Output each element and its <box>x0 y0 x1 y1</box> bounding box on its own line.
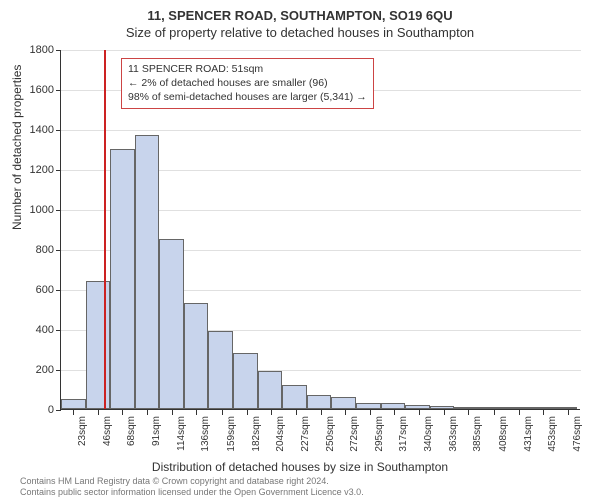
xtick-mark <box>345 410 346 415</box>
histogram-bar <box>331 397 356 409</box>
histogram-bar <box>282 385 307 409</box>
histogram-bar <box>307 395 332 409</box>
property-marker-line <box>104 50 106 409</box>
ytick-mark <box>56 370 61 371</box>
ytick-label: 1200 <box>14 164 54 176</box>
histogram-bar <box>135 135 160 409</box>
ytick-label: 1000 <box>14 204 54 216</box>
xtick-label: 431sqm <box>523 416 534 452</box>
ytick-mark <box>56 330 61 331</box>
footer-line-1: Contains HM Land Registry data © Crown c… <box>20 476 364 487</box>
xtick-mark <box>568 410 569 415</box>
gridline <box>61 50 581 51</box>
xtick-mark <box>543 410 544 415</box>
x-axis-label: Distribution of detached houses by size … <box>0 460 600 474</box>
histogram-bar <box>528 407 553 409</box>
xtick-mark <box>222 410 223 415</box>
xtick-label: 182sqm <box>251 416 262 452</box>
xtick-label: 227sqm <box>300 416 311 452</box>
xtick-label: 295sqm <box>374 416 385 452</box>
xtick-mark <box>196 410 197 415</box>
xtick-label: 46sqm <box>102 416 113 446</box>
gridline <box>61 130 581 131</box>
xtick-mark <box>98 410 99 415</box>
xtick-mark <box>296 410 297 415</box>
histogram-bar <box>430 406 455 409</box>
histogram-bar <box>454 407 479 409</box>
xtick-mark <box>444 410 445 415</box>
histogram-bar <box>184 303 209 409</box>
ytick-label: 1400 <box>14 124 54 136</box>
xtick-label: 363sqm <box>448 416 459 452</box>
chart-title-main: 11, SPENCER ROAD, SOUTHAMPTON, SO19 6QU <box>0 0 600 23</box>
xtick-mark <box>172 410 173 415</box>
ytick-label: 1600 <box>14 84 54 96</box>
chart-title-sub: Size of property relative to detached ho… <box>0 23 600 40</box>
xtick-mark <box>394 410 395 415</box>
xtick-label: 476sqm <box>572 416 583 452</box>
xtick-label: 408sqm <box>498 416 509 452</box>
histogram-bar <box>356 403 381 409</box>
footer-line-2: Contains public sector information licen… <box>20 487 364 498</box>
xtick-label: 272sqm <box>349 416 360 452</box>
xtick-label: 317sqm <box>398 416 409 452</box>
info-box-line: ← 2% of detached houses are smaller (96) <box>128 76 367 90</box>
xtick-label: 91sqm <box>151 416 162 446</box>
histogram-bar <box>381 403 406 409</box>
plot-area: 02004006008001000120014001600180023sqm46… <box>60 50 580 410</box>
xtick-mark <box>147 410 148 415</box>
xtick-mark <box>419 410 420 415</box>
xtick-mark <box>271 410 272 415</box>
xtick-mark <box>494 410 495 415</box>
ytick-label: 200 <box>14 364 54 376</box>
footer-attribution: Contains HM Land Registry data © Crown c… <box>20 476 364 498</box>
info-box-line: 98% of semi-detached houses are larger (… <box>128 90 367 104</box>
xtick-mark <box>519 410 520 415</box>
histogram-bar <box>233 353 258 409</box>
info-box-line: 11 SPENCER ROAD: 51sqm <box>128 62 367 76</box>
ytick-mark <box>56 170 61 171</box>
histogram-bar <box>159 239 184 409</box>
xtick-label: 114sqm <box>176 416 187 451</box>
xtick-label: 23sqm <box>77 416 88 446</box>
property-info-box: 11 SPENCER ROAD: 51sqm← 2% of detached h… <box>121 58 374 109</box>
xtick-mark <box>73 410 74 415</box>
xtick-mark <box>247 410 248 415</box>
xtick-label: 159sqm <box>226 416 237 452</box>
histogram-bar <box>86 281 111 409</box>
ytick-mark <box>56 130 61 131</box>
histogram-bar <box>503 407 528 409</box>
xtick-mark <box>370 410 371 415</box>
ytick-label: 1800 <box>14 44 54 56</box>
ytick-mark <box>56 50 61 51</box>
histogram-bar <box>208 331 233 409</box>
ytick-label: 800 <box>14 244 54 256</box>
histogram-bar <box>110 149 135 409</box>
histogram-bar <box>479 407 504 409</box>
xtick-mark <box>468 410 469 415</box>
ytick-mark <box>56 250 61 251</box>
histogram-bar <box>61 399 86 409</box>
xtick-label: 136sqm <box>200 416 211 452</box>
ytick-label: 600 <box>14 284 54 296</box>
ytick-label: 0 <box>14 404 54 416</box>
histogram-bar <box>405 405 430 409</box>
xtick-mark <box>122 410 123 415</box>
ytick-label: 400 <box>14 324 54 336</box>
ytick-mark <box>56 290 61 291</box>
xtick-label: 68sqm <box>126 416 137 446</box>
xtick-label: 340sqm <box>423 416 434 452</box>
histogram-bar <box>258 371 283 409</box>
chart-area: 02004006008001000120014001600180023sqm46… <box>60 50 580 410</box>
xtick-mark <box>321 410 322 415</box>
xtick-label: 385sqm <box>472 416 483 452</box>
ytick-mark <box>56 410 61 411</box>
xtick-label: 250sqm <box>325 416 336 452</box>
xtick-label: 453sqm <box>547 416 558 452</box>
ytick-mark <box>56 210 61 211</box>
histogram-bar <box>553 407 578 409</box>
ytick-mark <box>56 90 61 91</box>
xtick-label: 204sqm <box>275 416 286 452</box>
